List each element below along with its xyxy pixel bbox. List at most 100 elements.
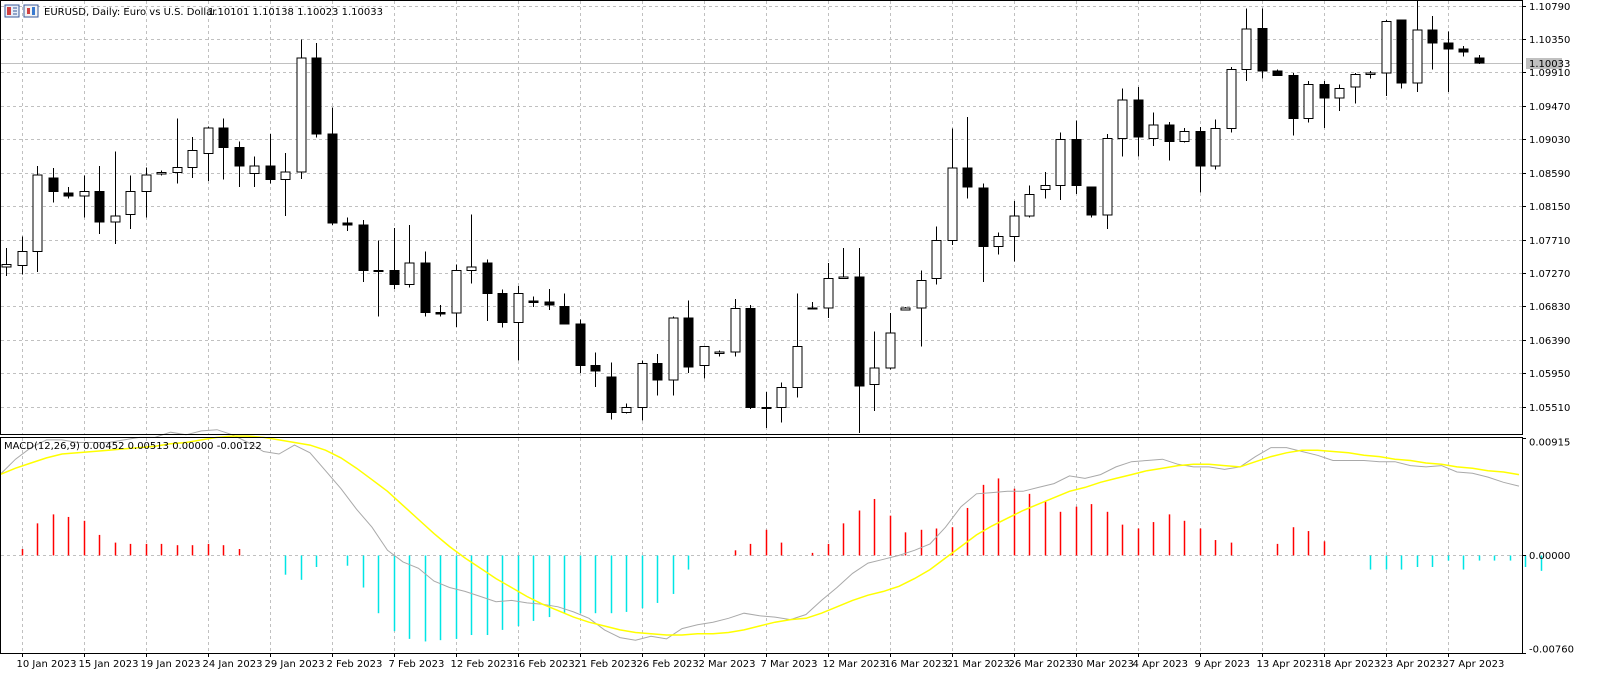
price-tick-label: 1.06830 xyxy=(1529,302,1570,313)
time-axis[interactable]: 10 Jan 2023 15 Jan 2023 19 Jan 2023 24 Jan … xyxy=(17,654,1505,670)
candle xyxy=(358,219,369,283)
candle xyxy=(203,126,214,182)
candle xyxy=(249,156,260,188)
time-tick-label: 30 Mar 2023 xyxy=(1071,659,1134,670)
candle-body xyxy=(1458,48,1469,53)
candle xyxy=(1350,73,1361,104)
candle-body xyxy=(668,317,679,381)
candle-body xyxy=(203,127,214,155)
candle xyxy=(63,187,74,199)
candle xyxy=(1396,19,1407,89)
time-tick-label: 18 Apr 2023 xyxy=(1319,659,1381,670)
candle-body xyxy=(1055,138,1066,187)
candle xyxy=(404,225,415,288)
candle-body xyxy=(141,174,152,193)
price-tick-label: 1.08150 xyxy=(1529,202,1570,213)
price-tick-label: 1.07270 xyxy=(1529,269,1570,280)
candle-body xyxy=(931,239,942,279)
candle xyxy=(1102,133,1113,229)
price-tick-label: 1.08590 xyxy=(1529,169,1570,180)
candle xyxy=(807,301,818,310)
candle-body xyxy=(435,311,446,315)
candle xyxy=(1,247,12,276)
candle xyxy=(838,247,849,279)
candle xyxy=(993,232,1004,255)
candle xyxy=(280,152,291,216)
candle-body xyxy=(1272,70,1283,76)
chart-window-icon[interactable] xyxy=(4,4,20,18)
candle xyxy=(141,167,152,218)
candle xyxy=(962,117,973,199)
candle xyxy=(466,214,477,284)
candle xyxy=(156,170,167,176)
candle-body xyxy=(1241,28,1252,70)
candle xyxy=(1071,120,1082,194)
chart-title: EURUSD, Daily: Euro vs U.S. Dollar xyxy=(44,7,217,18)
candle-body xyxy=(714,351,725,354)
symbol-icon[interactable] xyxy=(23,4,39,18)
candle xyxy=(420,251,431,317)
time-tick-label: 12 Mar 2023 xyxy=(823,659,886,670)
time-tick-label: 21 Mar 2023 xyxy=(947,659,1010,670)
candle-body xyxy=(373,270,384,273)
candle-body xyxy=(745,308,756,408)
candle-body xyxy=(1040,185,1051,190)
candle-body xyxy=(311,57,322,135)
time-tick-label: 16 Feb 2023 xyxy=(513,659,575,670)
candle-body xyxy=(1381,21,1392,74)
time-tick-label: 10 Jan 2023 xyxy=(17,659,77,670)
candle xyxy=(683,300,694,374)
candle-body xyxy=(1164,124,1175,143)
price-tick-label: 1.07710 xyxy=(1529,236,1570,247)
candle-body xyxy=(1210,128,1221,167)
candle-body xyxy=(1396,19,1407,84)
candle xyxy=(1303,80,1314,123)
candle-body xyxy=(1443,42,1454,50)
time-tick-label: 9 Apr 2023 xyxy=(1195,659,1250,670)
time-tick-label: 7 Feb 2023 xyxy=(389,659,445,670)
candle-body xyxy=(63,192,74,197)
candle-body xyxy=(280,171,291,181)
candle-body xyxy=(404,262,415,285)
candle xyxy=(1288,73,1299,136)
time-tick-label: 26 Feb 2023 xyxy=(637,659,699,670)
price-axis[interactable]: 1.10790 1.10350 1.09910 1.09470 1.09030 1.085… xyxy=(1522,2,1570,414)
candle-body xyxy=(885,332,896,369)
candle-body xyxy=(94,191,105,223)
candle xyxy=(1226,67,1237,133)
time-tick-label: 26 Mar 2023 xyxy=(1009,659,1072,670)
candle-body xyxy=(497,292,508,323)
candle-body xyxy=(528,300,539,304)
time-tick-label: 16 Mar 2023 xyxy=(885,659,948,670)
candle xyxy=(1195,127,1206,193)
macd-axis[interactable]: 0.00915 0.00000 -0.00760 xyxy=(1522,438,1574,656)
candle xyxy=(544,288,555,311)
candle xyxy=(327,107,338,226)
candle-body xyxy=(218,127,229,149)
candle xyxy=(730,298,741,357)
candle xyxy=(1458,45,1469,57)
candle-body xyxy=(559,305,570,325)
time-tick-label: 2 Mar 2023 xyxy=(699,659,756,670)
candle xyxy=(296,39,307,179)
time-tick-label: 23 Apr 2023 xyxy=(1381,659,1443,670)
candle-body xyxy=(652,362,663,381)
macd-grid xyxy=(1,438,1522,653)
candle xyxy=(900,307,911,311)
price-tick-label: 1.06390 xyxy=(1529,336,1570,347)
candle-body xyxy=(1009,215,1020,237)
candle xyxy=(79,175,90,218)
price-tick-label: 1.10350 xyxy=(1529,35,1570,46)
time-tick-label: 2 Feb 2023 xyxy=(327,659,383,670)
candle-body xyxy=(249,165,260,174)
price-tick-label: 1.09030 xyxy=(1529,135,1570,146)
candle-body xyxy=(947,167,958,241)
candle-body xyxy=(838,276,849,279)
candle xyxy=(637,360,648,421)
candle-body xyxy=(17,251,28,266)
candle-body xyxy=(110,215,121,223)
candle-body xyxy=(575,323,586,367)
candle-body xyxy=(1474,57,1485,64)
